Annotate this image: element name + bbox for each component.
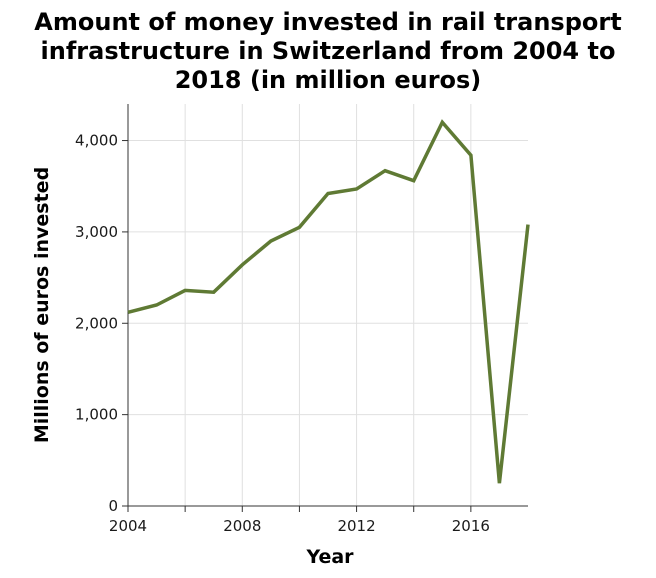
chart-title: Amount of money invested in rail transpo… — [34, 8, 621, 94]
x-tick-label: 2012 — [337, 517, 375, 535]
series-line — [127, 119, 530, 484]
y-tick-label: 1,000 — [75, 406, 118, 424]
axes: 0 1,000 2,000 3,000 4,000 2004 2008 2012 2016 — [75, 104, 528, 535]
x-tick-label: 2004 — [109, 517, 147, 535]
y-tick-label: 3,000 — [75, 223, 118, 241]
x-axis-label: Year — [305, 546, 354, 568]
chart-title-line: infrastructure in Switzerland from 2004 … — [41, 37, 616, 65]
chart-title-line: 2018 (in million euros) — [175, 66, 482, 94]
gridlines — [127, 104, 528, 507]
y-tick-label: 0 — [108, 497, 118, 515]
x-tick-label: 2016 — [452, 517, 490, 535]
chart-title-line: Amount of money invested in rail transpo… — [34, 8, 621, 36]
series — [127, 119, 530, 484]
x-tick-label: 2008 — [223, 517, 261, 535]
y-tick-label: 2,000 — [75, 314, 118, 332]
y-axis-label: Millions of euros invested — [31, 167, 53, 443]
y-tick-label: 4,000 — [75, 132, 118, 150]
